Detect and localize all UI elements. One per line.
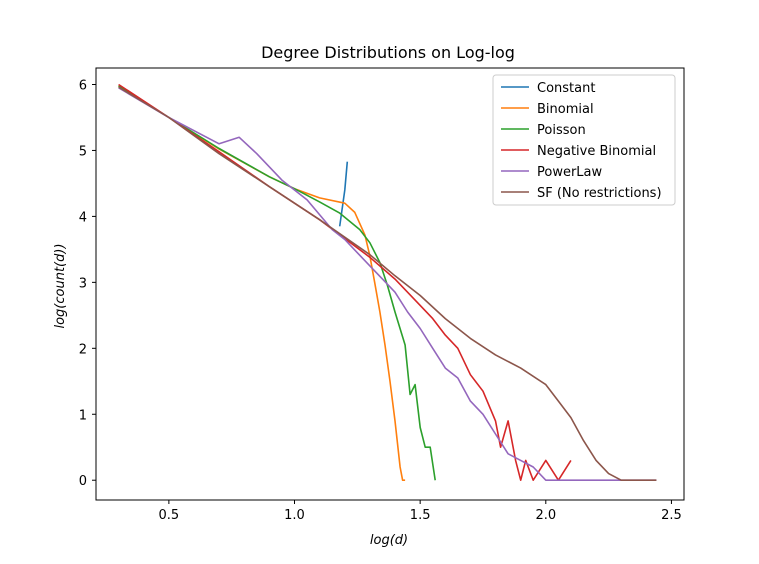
x-tick-label: 1.0 [284,508,305,523]
legend-label: Constant [537,81,595,96]
y-tick-label: 0 [79,474,87,489]
legend-label: Negative Binomial [537,144,656,159]
legend-label: SF (No restrictions) [537,186,662,201]
x-tick-label: 1.5 [410,508,431,523]
y-tick-label: 4 [79,210,87,225]
chart-title: Degree Distributions on Log-log [261,43,515,62]
legend-box [492,74,676,206]
series-line-powerlaw [118,87,657,482]
x-tick-label: 2.5 [661,508,682,523]
legend-label: Poisson [537,123,586,138]
y-tick-label: 1 [79,408,87,423]
y-axis-label: log(count(d)) [53,243,68,328]
y-tick-label: 5 [79,144,87,159]
legend-label: PowerLaw [537,165,603,180]
series-line-sf-no-restrictions [118,86,657,482]
plot-lines [118,83,657,482]
x-axis-ticks: 0.5 1.0 1.5 2.0 2.5 [159,500,682,523]
legend-label: Binomial [537,102,594,117]
plot-frame [95,67,685,501]
y-tick-label: 3 [79,276,87,291]
x-tick-label: 0.5 [159,508,180,523]
x-tick-label: 2.0 [535,508,556,523]
y-tick-label: 6 [79,78,87,93]
x-axis-label: log(d) [370,533,408,548]
y-axis-ticks: 0 1 2 3 4 5 6 [79,78,96,489]
y-tick-label: 2 [79,342,87,357]
legend: Constant Binomial Poisson Negative Binomial… [492,74,676,206]
